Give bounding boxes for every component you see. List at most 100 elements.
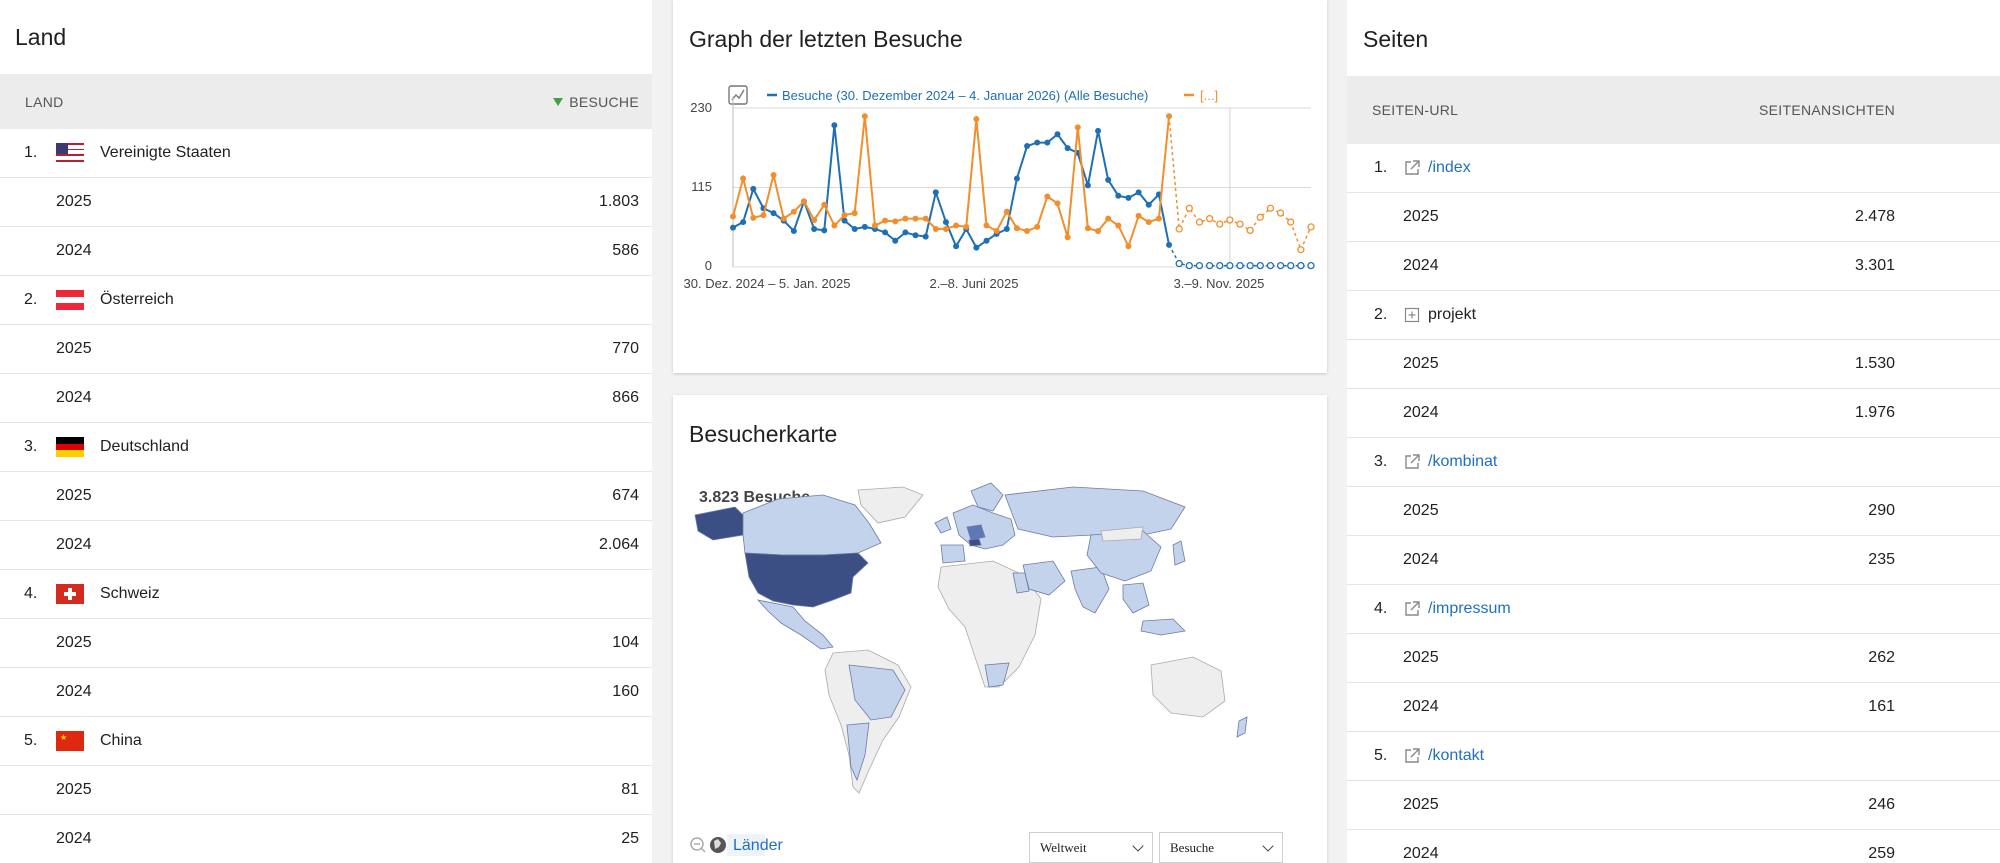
data-point[interactable] [882,217,889,224]
map-country-uk[interactable] [934,516,952,534]
data-point[interactable] [811,216,818,223]
data-point[interactable] [1044,139,1051,146]
data-point[interactable] [1175,225,1183,233]
globe-icon[interactable] [710,837,726,853]
data-point[interactable] [1226,216,1234,224]
data-point[interactable] [902,229,909,236]
data-point[interactable] [922,233,929,240]
country-row[interactable]: 1. Vereinigte Staaten [0,129,652,178]
data-point[interactable] [1287,218,1295,226]
data-point[interactable] [1064,145,1071,152]
page-label[interactable]: /impressum [1428,600,1511,617]
map-country-south-africa[interactable] [984,662,1010,688]
data-point[interactable] [1013,175,1020,182]
country-row[interactable]: 3. Deutschland [0,423,652,472]
data-point[interactable] [932,189,939,196]
map-country-argentina[interactable] [846,722,870,782]
data-point[interactable] [790,208,797,215]
data-point[interactable] [1125,243,1132,250]
world-map[interactable]: 3.823 Besuche [673,395,1327,863]
data-point[interactable] [1307,223,1315,231]
data-point[interactable] [1054,200,1061,207]
data-point[interactable] [1095,228,1102,235]
data-point[interactable] [800,198,807,205]
data-point[interactable] [1185,261,1193,270]
page-label[interactable]: /kombinat [1428,453,1498,470]
country-row[interactable]: 5. ★ China [0,717,652,766]
data-point[interactable] [932,225,939,232]
data-point[interactable] [953,243,960,250]
data-point[interactable] [1084,225,1091,232]
data-point[interactable] [912,232,919,239]
data-point[interactable] [760,212,767,219]
data-point[interactable] [1236,261,1244,270]
page-label[interactable]: /kontakt [1428,747,1485,764]
data-point[interactable] [841,217,848,224]
folder-expand-icon[interactable] [1403,306,1421,324]
data-point[interactable] [942,219,949,226]
data-point[interactable] [831,122,838,129]
data-point[interactable] [1105,176,1112,183]
data-point[interactable] [740,175,747,182]
column-header-page-url[interactable]: SEITEN-URL [1372,102,1459,118]
data-point[interactable] [983,222,990,229]
metric-select[interactable]: Besuche [1159,832,1283,863]
external-link-icon[interactable] [1403,159,1421,177]
data-point[interactable] [1034,139,1041,146]
data-point[interactable] [1013,225,1020,232]
map-country-australia[interactable] [1150,656,1226,718]
data-point[interactable] [871,222,878,229]
map-country-egypt[interactable] [1012,572,1030,594]
data-point[interactable] [831,222,838,229]
data-point[interactable] [780,215,787,222]
data-point[interactable] [1145,201,1152,208]
data-point[interactable] [1135,212,1142,219]
data-point[interactable] [1216,220,1224,228]
data-point[interactable] [1266,261,1275,270]
map-country-japan[interactable] [1172,540,1186,566]
country-row[interactable]: 2. Österreich [0,276,652,325]
data-point[interactable] [851,225,858,232]
data-point[interactable] [1125,194,1132,201]
data-point[interactable] [1115,192,1122,199]
data-point[interactable] [973,244,980,251]
map-country-europe[interactable] [952,504,1016,550]
data-point[interactable] [861,113,868,120]
data-point[interactable] [1003,225,1010,232]
data-point[interactable] [1166,241,1173,248]
map-country-mongolia[interactable] [1100,526,1144,542]
data-point[interactable] [1105,215,1112,222]
map-country-canada[interactable] [742,494,882,556]
page-label[interactable]: /index [1428,159,1471,176]
data-point[interactable] [770,210,777,217]
data-point[interactable] [1236,220,1244,228]
data-point[interactable] [790,228,797,235]
data-point[interactable] [1246,226,1254,235]
data-point[interactable] [1195,218,1204,226]
map-country-new-zealand[interactable] [1236,716,1248,738]
data-point[interactable] [1175,259,1183,268]
data-point[interactable] [902,215,909,222]
page-row[interactable]: 3. /kombinat [1347,438,2000,487]
data-point[interactable] [1297,261,1305,270]
data-point[interactable] [1287,261,1295,270]
data-point[interactable] [1095,127,1102,134]
zoom-out-icon[interactable] [690,837,706,853]
chart-type-icon[interactable] [728,85,748,105]
map-country-mexico[interactable] [756,599,834,650]
data-point[interactable] [1216,261,1224,270]
data-point[interactable] [1226,261,1234,270]
external-link-icon[interactable] [1403,747,1421,765]
data-point[interactable] [963,223,970,230]
data-point[interactable] [861,223,868,230]
map-country-indonesia[interactable] [1140,618,1186,636]
column-header-pageviews[interactable]: SEITENANSICHTEN [1759,102,1895,118]
data-point[interactable] [750,185,757,192]
map-country-middle-east[interactable] [1022,560,1066,596]
data-point[interactable] [912,215,919,222]
map-country-china[interactable] [1086,530,1162,582]
legend-series2[interactable]: [...] [1200,88,1218,103]
data-point[interactable] [1185,204,1193,212]
column-header-visits[interactable]: BESUCHE [553,94,639,110]
data-point[interactable] [740,219,747,226]
